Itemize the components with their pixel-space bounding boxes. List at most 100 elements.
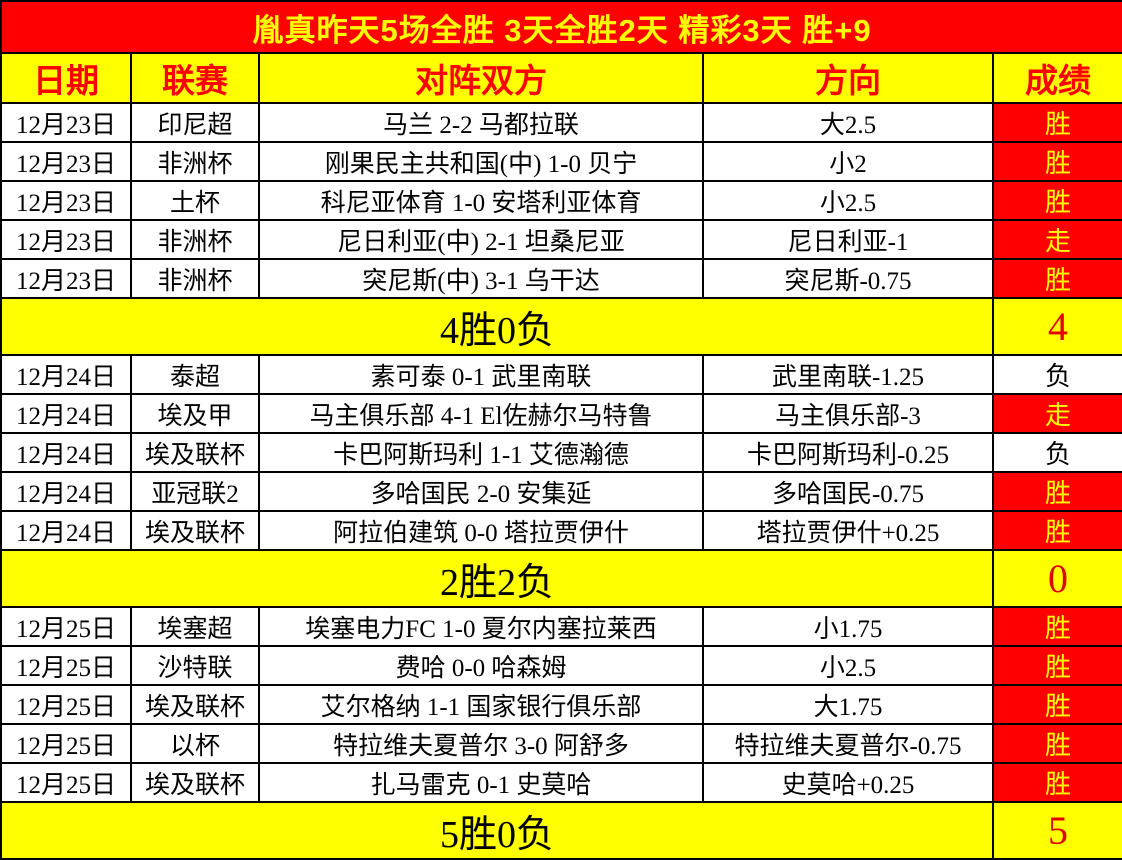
direction-cell: 小2.5 [702, 180, 994, 221]
match-cell: 埃塞电力FC 1-0 夏尔内塞拉莱西 [258, 606, 704, 647]
direction-cell: 塔拉贾伊什+0.25 [702, 510, 994, 551]
match-cell: 艾尔格纳 1-1 国家银行俱乐部 [258, 684, 704, 725]
direction-cell: 大1.75 [702, 684, 994, 725]
league-cell: 非洲杯 [130, 219, 260, 260]
match-cell: 刚果民主共和国(中) 1-0 贝宁 [258, 141, 704, 182]
column-header-direction: 方向 [702, 52, 994, 104]
direction-cell: 武里南联-1.25 [702, 354, 994, 395]
direction-cell: 小2 [702, 141, 994, 182]
header-row: 日期 联赛 对阵双方 方向 成绩 [0, 52, 1122, 104]
direction-cell: 史莫哈+0.25 [702, 762, 994, 803]
column-header-match: 对阵双方 [258, 52, 704, 104]
table-row: 12月24日 埃及联杯 卡巴阿斯玛利 1-1 艾德瀚德 卡巴阿斯玛利-0.25 负 [0, 432, 1122, 473]
direction-cell: 尼日利亚-1 [702, 219, 994, 260]
direction-cell: 多哈国民-0.75 [702, 471, 994, 512]
date-cell: 12月24日 [0, 354, 132, 395]
direction-cell: 卡巴阿斯玛利-0.25 [702, 432, 994, 473]
result-cell: 胜 [991, 180, 1122, 221]
summary-label: 4胜0负 [0, 297, 994, 356]
league-cell: 埃及甲 [130, 393, 260, 434]
summary-label: 5胜0负 [0, 801, 994, 860]
summary-score: 5 [991, 801, 1122, 860]
summary-row: 2胜2负 0 [0, 549, 1122, 608]
match-cell: 马主俱乐部 4-1 El佐赫尔马特鲁 [258, 393, 704, 434]
summary-score: 4 [991, 297, 1122, 356]
result-cell: 胜 [991, 102, 1122, 143]
match-cell: 费哈 0-0 哈森姆 [258, 645, 704, 686]
table-row: 12月25日 以杯 特拉维夫夏普尔 3-0 阿舒多 特拉维夫夏普尔-0.75 胜 [0, 723, 1122, 764]
result-cell: 走 [991, 219, 1122, 260]
result-cell: 胜 [991, 258, 1122, 299]
column-header-date: 日期 [0, 52, 132, 104]
table-row: 12月24日 泰超 素可泰 0-1 武里南联 武里南联-1.25 负 [0, 354, 1122, 395]
match-cell: 卡巴阿斯玛利 1-1 艾德瀚德 [258, 432, 704, 473]
table-row: 12月25日 埃及联杯 艾尔格纳 1-1 国家银行俱乐部 大1.75 胜 [0, 684, 1122, 725]
date-cell: 12月23日 [0, 141, 132, 182]
result-cell: 胜 [991, 471, 1122, 512]
table-row: 12月25日 沙特联 费哈 0-0 哈森姆 小2.5 胜 [0, 645, 1122, 686]
table-row: 12月23日 非洲杯 尼日利亚(中) 2-1 坦桑尼亚 尼日利亚-1 走 [0, 219, 1122, 260]
date-cell: 12月25日 [0, 645, 132, 686]
match-cell: 素可泰 0-1 武里南联 [258, 354, 704, 395]
league-cell: 泰超 [130, 354, 260, 395]
date-cell: 12月25日 [0, 723, 132, 764]
date-cell: 12月24日 [0, 471, 132, 512]
league-cell: 埃及联杯 [130, 510, 260, 551]
date-cell: 12月23日 [0, 258, 132, 299]
result-cell: 负 [991, 432, 1122, 473]
result-cell: 胜 [991, 141, 1122, 182]
league-cell: 非洲杯 [130, 141, 260, 182]
column-header-result: 成绩 [991, 52, 1122, 104]
date-cell: 12月25日 [0, 606, 132, 647]
match-cell: 阿拉伯建筑 0-0 塔拉贾伊什 [258, 510, 704, 551]
league-cell: 非洲杯 [130, 258, 260, 299]
direction-cell: 突尼斯-0.75 [702, 258, 994, 299]
result-cell: 胜 [991, 645, 1122, 686]
summary-score: 0 [991, 549, 1122, 608]
match-cell: 尼日利亚(中) 2-1 坦桑尼亚 [258, 219, 704, 260]
result-cell: 胜 [991, 606, 1122, 647]
table-row: 12月24日 亚冠联2 多哈国民 2-0 安集延 多哈国民-0.75 胜 [0, 471, 1122, 512]
result-cell: 走 [991, 393, 1122, 434]
date-cell: 12月24日 [0, 432, 132, 473]
league-cell: 以杯 [130, 723, 260, 764]
direction-cell: 特拉维夫夏普尔-0.75 [702, 723, 994, 764]
banner-text: 胤真昨天5场全胜 3天全胜2天 精彩3天 胜+9 [0, 0, 1122, 54]
direction-cell: 马主俱乐部-3 [702, 393, 994, 434]
league-cell: 埃及联杯 [130, 432, 260, 473]
match-cell: 突尼斯(中) 3-1 乌干达 [258, 258, 704, 299]
table-row: 12月23日 非洲杯 突尼斯(中) 3-1 乌干达 突尼斯-0.75 胜 [0, 258, 1122, 299]
date-cell: 12月25日 [0, 684, 132, 725]
league-cell: 亚冠联2 [130, 471, 260, 512]
table-row: 12月23日 土杯 科尼亚体育 1-0 安塔利亚体育 小2.5 胜 [0, 180, 1122, 221]
direction-cell: 大2.5 [702, 102, 994, 143]
date-cell: 12月23日 [0, 102, 132, 143]
table-row: 12月25日 埃塞超 埃塞电力FC 1-0 夏尔内塞拉莱西 小1.75 胜 [0, 606, 1122, 647]
date-cell: 12月24日 [0, 510, 132, 551]
league-cell: 埃及联杯 [130, 762, 260, 803]
match-cell: 特拉维夫夏普尔 3-0 阿舒多 [258, 723, 704, 764]
date-cell: 12月25日 [0, 762, 132, 803]
match-cell: 多哈国民 2-0 安集延 [258, 471, 704, 512]
date-cell: 12月23日 [0, 180, 132, 221]
column-header-league: 联赛 [130, 52, 260, 104]
direction-cell: 小1.75 [702, 606, 994, 647]
match-cell: 马兰 2-2 马都拉联 [258, 102, 704, 143]
table-row: 12月24日 埃及联杯 阿拉伯建筑 0-0 塔拉贾伊什 塔拉贾伊什+0.25 胜 [0, 510, 1122, 551]
match-cell: 扎马雷克 0-1 史莫哈 [258, 762, 704, 803]
league-cell: 埃及联杯 [130, 684, 260, 725]
league-cell: 埃塞超 [130, 606, 260, 647]
table-row: 12月23日 非洲杯 刚果民主共和国(中) 1-0 贝宁 小2 胜 [0, 141, 1122, 182]
summary-row: 4胜0负 4 [0, 297, 1122, 356]
table-row: 12月25日 埃及联杯 扎马雷克 0-1 史莫哈 史莫哈+0.25 胜 [0, 762, 1122, 803]
table-row: 12月23日 印尼超 马兰 2-2 马都拉联 大2.5 胜 [0, 102, 1122, 143]
direction-cell: 小2.5 [702, 645, 994, 686]
table-row: 12月24日 埃及甲 马主俱乐部 4-1 El佐赫尔马特鲁 马主俱乐部-3 走 [0, 393, 1122, 434]
league-cell: 土杯 [130, 180, 260, 221]
league-cell: 印尼超 [130, 102, 260, 143]
match-cell: 科尼亚体育 1-0 安塔利亚体育 [258, 180, 704, 221]
result-cell: 胜 [991, 762, 1122, 803]
summary-label: 2胜2负 [0, 549, 994, 608]
league-cell: 沙特联 [130, 645, 260, 686]
